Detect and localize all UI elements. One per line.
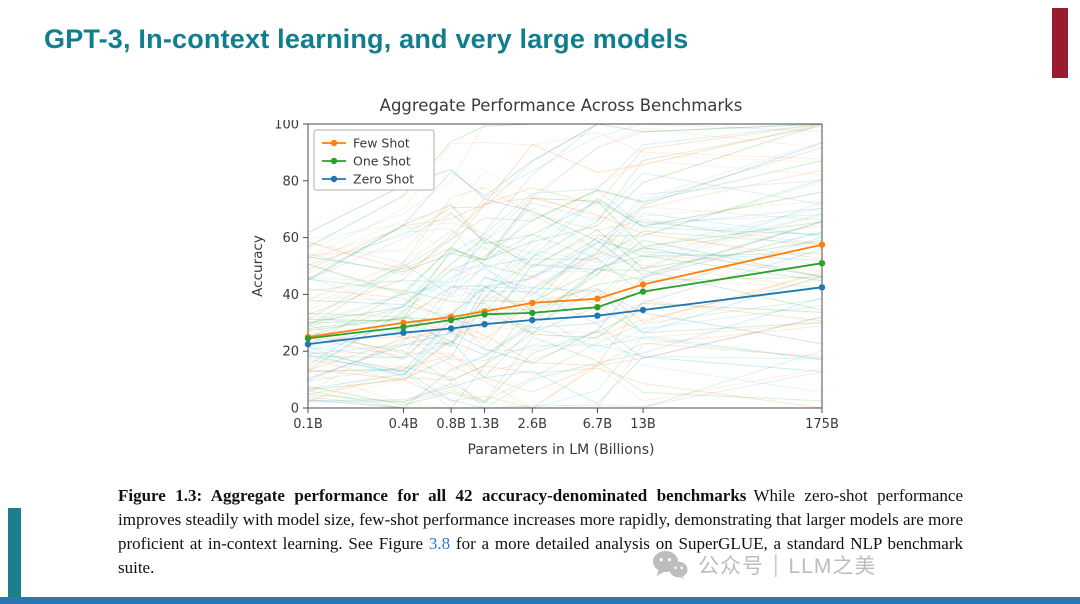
watermark: 公众号 | LLM之美 — [652, 550, 876, 580]
performance-line-chart: 0 20 40 60 80 100 0.1B 0.4B 0.8B 1.3B 2.6B 6.7B 13B 1… — [274, 120, 839, 432]
slide-title: GPT-3, In-context learning, and very lar… — [44, 24, 689, 54]
svg-text:0.8B: 0.8B — [436, 417, 466, 432]
watermark-text-1: 公众号 — [698, 555, 764, 578]
svg-text:0.1B: 0.1B — [293, 417, 323, 432]
svg-text:2.6B: 2.6B — [517, 417, 547, 432]
bottom-left-accent-bar — [8, 508, 21, 597]
svg-text:80: 80 — [282, 174, 299, 189]
caption-text-1: While zero-shot performance improves ste… — [118, 486, 964, 554]
caption-bold-lead: Figure 1.3: Aggregate performance for al… — [118, 486, 747, 505]
chart-title: Aggregate Performance Across Benchmarks — [379, 96, 743, 115]
figure-caption: Figure 1.3: Aggregate performance for al… — [118, 484, 963, 581]
svg-text:0.4B: 0.4B — [389, 417, 419, 432]
bottom-edge-bar — [0, 597, 1080, 604]
svg-text:13B: 13B — [630, 417, 655, 432]
chart-x-axis-label: Parameters in LM (Billions) — [467, 442, 655, 458]
svg-text:20: 20 — [282, 345, 299, 360]
wechat-icon — [653, 551, 688, 579]
figure-3-8-link[interactable]: 3.8 — [428, 534, 451, 554]
figure-1-3-chart: Aggregate Performance Across Benchmarks … — [250, 96, 872, 471]
watermark-divider: | — [773, 550, 780, 579]
top-right-accent-bar — [1052, 8, 1068, 78]
svg-text:60: 60 — [282, 231, 299, 246]
svg-text:40: 40 — [282, 288, 299, 303]
svg-text:6.7B: 6.7B — [583, 417, 613, 432]
caption-text-2: for a more detailed analysis on SuperGLU… — [118, 534, 964, 578]
svg-text:Zero Shot: Zero Shot — [353, 172, 414, 187]
svg-text:100: 100 — [274, 120, 299, 133]
svg-text:175B: 175B — [805, 417, 839, 432]
watermark-text-2: LLM之美 — [788, 555, 877, 578]
svg-text:0: 0 — [291, 402, 299, 417]
svg-text:1.3B: 1.3B — [470, 417, 500, 432]
svg-text:One Shot: One Shot — [353, 154, 411, 169]
svg-text:Few Shot: Few Shot — [353, 136, 410, 151]
